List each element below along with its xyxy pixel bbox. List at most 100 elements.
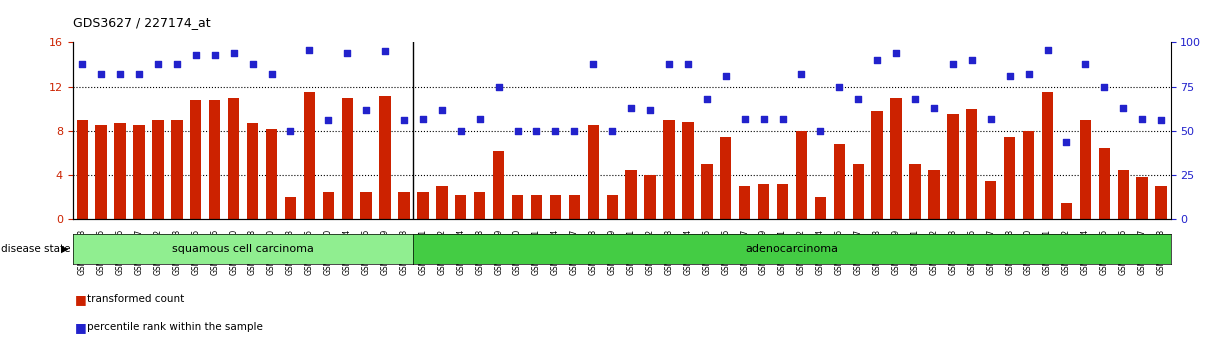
Bar: [1117, 170, 1129, 219]
Bar: [947, 114, 958, 219]
Point: [469, 116, 489, 121]
Point: [167, 61, 187, 67]
Text: squamous cell carcinoma: squamous cell carcinoma: [172, 244, 314, 254]
Bar: [966, 109, 978, 219]
Bar: [114, 123, 126, 219]
Point: [280, 128, 300, 134]
Text: adenocarcinoma: adenocarcinoma: [746, 244, 838, 254]
Bar: [247, 123, 258, 219]
Point: [1038, 47, 1058, 52]
Point: [678, 61, 697, 67]
Point: [508, 128, 528, 134]
Point: [640, 107, 660, 113]
Point: [546, 128, 565, 134]
Bar: [492, 151, 505, 219]
Bar: [76, 120, 87, 219]
Bar: [1004, 137, 1015, 219]
Point: [130, 72, 149, 77]
Point: [337, 50, 357, 56]
Point: [867, 57, 887, 63]
Point: [735, 116, 754, 121]
Bar: [209, 100, 221, 219]
Bar: [1042, 92, 1053, 219]
Bar: [626, 170, 637, 219]
Point: [697, 96, 717, 102]
Point: [300, 47, 319, 52]
Point: [319, 118, 338, 123]
Point: [773, 116, 792, 121]
Bar: [664, 120, 674, 219]
Text: transformed count: transformed count: [87, 294, 184, 304]
Bar: [549, 195, 562, 219]
Point: [583, 61, 603, 67]
Bar: [342, 98, 353, 219]
Point: [489, 84, 508, 90]
Point: [944, 61, 963, 67]
Point: [830, 84, 849, 90]
Point: [905, 96, 924, 102]
Point: [110, 72, 130, 77]
Point: [810, 128, 830, 134]
Bar: [153, 120, 164, 219]
Bar: [853, 164, 864, 219]
Bar: [512, 195, 523, 219]
Bar: [1156, 186, 1167, 219]
Point: [73, 61, 92, 67]
Bar: [758, 184, 769, 219]
Bar: [1099, 148, 1110, 219]
Point: [451, 128, 471, 134]
Bar: [871, 111, 883, 219]
Point: [1114, 105, 1133, 111]
Bar: [303, 92, 315, 219]
Bar: [1023, 131, 1035, 219]
Point: [91, 72, 110, 77]
Bar: [606, 195, 617, 219]
Bar: [1080, 120, 1090, 219]
Bar: [285, 198, 296, 219]
Bar: [228, 98, 239, 219]
Bar: [190, 100, 201, 219]
Bar: [266, 129, 278, 219]
Point: [205, 52, 224, 58]
Point: [1133, 116, 1152, 121]
Point: [224, 50, 244, 56]
Text: ■: ■: [75, 321, 87, 334]
Point: [887, 50, 906, 56]
Bar: [96, 125, 107, 219]
Point: [394, 118, 414, 123]
Bar: [133, 125, 144, 219]
Text: disease state: disease state: [1, 244, 70, 254]
Bar: [701, 164, 712, 219]
Point: [243, 61, 262, 67]
Point: [1094, 84, 1114, 90]
Bar: [323, 192, 334, 219]
Point: [148, 61, 167, 67]
Point: [526, 128, 546, 134]
Bar: [910, 164, 921, 219]
Point: [962, 57, 981, 63]
Point: [1019, 72, 1038, 77]
Bar: [928, 170, 940, 219]
Bar: [398, 192, 410, 219]
Bar: [1061, 203, 1072, 219]
Point: [414, 116, 433, 121]
Point: [186, 52, 205, 58]
Point: [849, 96, 869, 102]
Point: [1000, 73, 1019, 79]
Point: [924, 105, 944, 111]
Bar: [474, 192, 485, 219]
Bar: [380, 96, 391, 219]
Bar: [360, 192, 372, 219]
Bar: [796, 131, 807, 219]
Point: [357, 107, 376, 113]
Point: [1057, 139, 1076, 144]
Point: [375, 48, 394, 54]
Text: ■: ■: [75, 293, 87, 306]
Point: [660, 61, 679, 67]
Point: [1076, 61, 1095, 67]
Text: ▶: ▶: [61, 244, 68, 254]
Bar: [644, 175, 656, 219]
Point: [432, 107, 451, 113]
Point: [792, 72, 811, 77]
Point: [1151, 118, 1171, 123]
